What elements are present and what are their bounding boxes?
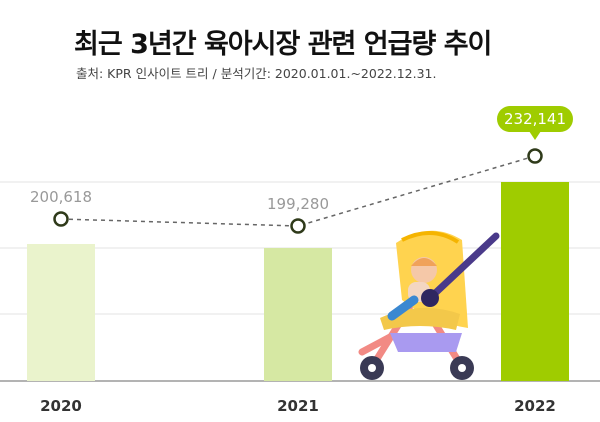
- x-tick-2021: 2021: [277, 397, 319, 415]
- stroller-handle: [426, 232, 500, 302]
- x-tick-2022: 2022: [514, 397, 556, 415]
- stroller-footrest: [358, 332, 396, 356]
- bars: [27, 182, 569, 381]
- data-point-2022: [527, 148, 543, 164]
- bar-2021: [264, 248, 332, 381]
- data-label-2020: 200,618: [30, 188, 92, 206]
- stroller-illustration: [358, 230, 500, 380]
- chart-title: 최근 3년간 육아시장 관련 언급량 추이: [74, 29, 492, 60]
- highlight-bubble-pointer: [529, 131, 541, 140]
- stroller-basket: [390, 333, 462, 352]
- x-tick-2020: 2020: [40, 397, 82, 415]
- highlight-bubble: [497, 106, 573, 132]
- bar-2022: [501, 182, 569, 381]
- bar-2020: [27, 244, 95, 381]
- stroller-wheel-back-hub: [458, 364, 466, 372]
- x-axis-ticks: 2020 2021 2022: [40, 397, 556, 415]
- baby-hair: [411, 258, 437, 266]
- data-label-2021: 199,280: [267, 195, 329, 213]
- stroller-wheel-front-hub: [368, 364, 376, 372]
- trend-line: [53, 148, 543, 234]
- stroller-hinge: [421, 289, 439, 307]
- trend-line-path: [60, 155, 536, 227]
- chart-subtitle: 출처: KPR 인사이트 트리 / 분석기간: 2020.01.01.~2022…: [76, 66, 437, 81]
- data-labels: 200,618 199,280 232,141: [30, 106, 573, 213]
- data-label-2022: 232,141: [504, 110, 566, 128]
- data-point-2021: [290, 218, 306, 234]
- data-point-2020: [53, 211, 69, 227]
- baby-legs: [387, 295, 419, 321]
- stroller-canopy-rim: [401, 231, 460, 244]
